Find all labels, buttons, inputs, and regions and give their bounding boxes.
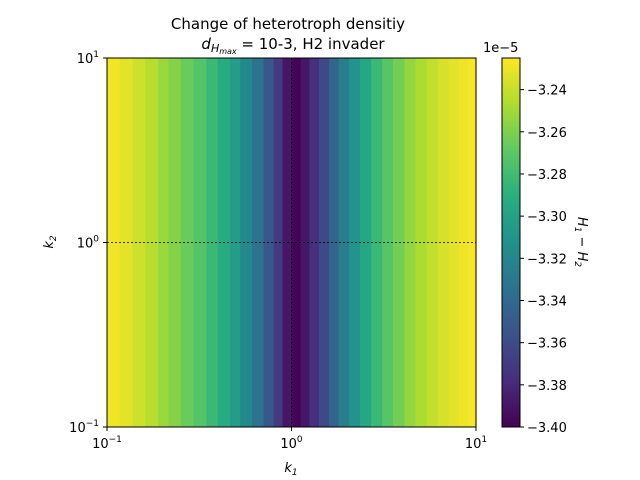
colorbar-tick-label: −3.24 xyxy=(527,84,567,99)
heatmap-cell xyxy=(309,58,320,427)
title-sub-subscript: max xyxy=(219,47,237,56)
colorbar-label: H1 − H2 xyxy=(572,217,589,267)
heatmap-cell xyxy=(329,58,340,427)
heatmap-cell xyxy=(359,58,372,427)
heatmap-cell xyxy=(404,58,417,427)
colorbar xyxy=(501,57,521,428)
colorbar-offset-text: 1e−5 xyxy=(483,41,518,56)
colorbar-tick-label: −3.26 xyxy=(527,126,567,141)
heatmap-cell xyxy=(273,58,284,427)
colorbar-tick-label: −3.36 xyxy=(527,337,567,352)
colorbar-tick-label: −3.30 xyxy=(527,210,567,225)
colorbar-ticks: −3.24 −3.26 −3.28 −3.30 −3.32 −3.34 −3.36 −3.38… xyxy=(520,84,567,436)
x-tick-label: 10−1 xyxy=(92,435,122,452)
heatmap-cell xyxy=(240,58,253,427)
y-axis: 10−1 100 101 xyxy=(69,50,107,436)
colorbar-tick-label: −3.32 xyxy=(527,252,567,267)
title-subscript: H xyxy=(211,42,219,55)
heatmap-cell xyxy=(251,58,265,427)
heatmap-cell xyxy=(448,58,460,427)
title-symbol: d xyxy=(201,35,211,53)
title-rest: = 10-3, H2 invader xyxy=(237,35,386,53)
colorbar-tick-label: −3.40 xyxy=(527,421,567,436)
heatmap-cell xyxy=(168,58,182,427)
x-tick-label: 100 xyxy=(280,435,303,452)
heatmap-cell xyxy=(107,58,121,427)
colorbar-tick-label: −3.34 xyxy=(527,294,567,309)
heatmap-cell xyxy=(119,58,134,427)
heatmap-cell xyxy=(349,58,361,427)
x-tick-label: 101 xyxy=(465,435,487,452)
chart-title-line2: dHmax = 10-3, H2 invader xyxy=(201,35,385,56)
heatmap-cell xyxy=(300,58,310,427)
y-tick-label: 10−1 xyxy=(69,419,99,436)
y-tick-label: 100 xyxy=(77,235,100,252)
colorbar-tick-label: −3.28 xyxy=(527,168,567,183)
y-tick-label: 101 xyxy=(77,50,99,67)
colorbar-tick-label: −3.38 xyxy=(527,379,567,394)
chart-title-line1: Change of heterotroph densitiy xyxy=(171,15,405,33)
x-axis: 10−1 100 101 xyxy=(92,427,487,452)
heatmap-cell xyxy=(415,58,428,427)
